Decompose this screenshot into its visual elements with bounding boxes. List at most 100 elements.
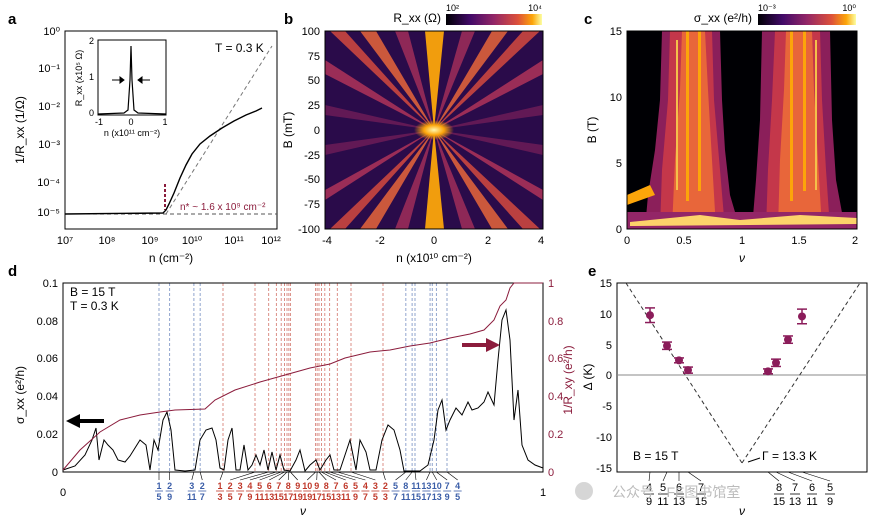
d-fraction-leader bbox=[249, 471, 277, 481]
a-ytick-2: 10⁻² bbox=[38, 101, 60, 113]
d-fraction-num: 3 bbox=[238, 481, 243, 491]
e-datapoint bbox=[798, 312, 806, 321]
d-fraction-num: 5 bbox=[393, 481, 398, 491]
e-fraction-leader bbox=[775, 471, 796, 482]
d-fraction-num: 7 bbox=[276, 481, 281, 491]
d-fraction-num: 8 bbox=[403, 481, 408, 491]
c-xtick-3: 1.5 bbox=[791, 235, 806, 247]
d-fraction-num: 2 bbox=[228, 481, 233, 491]
d-fraction-leader bbox=[230, 471, 256, 481]
d-fraction-num: 4 bbox=[455, 481, 460, 491]
d-fraction-leader bbox=[431, 471, 437, 481]
d-fraction-num: 2 bbox=[167, 481, 172, 491]
a-nstar-annotation: n* ~ 1.6 x 10⁹ cm⁻² bbox=[180, 202, 266, 213]
e-fraction-num: 7 bbox=[792, 482, 798, 494]
e-fraction-leader bbox=[687, 471, 702, 482]
panel-b: 100 75 50 25 0 -25 -50 -75 -100 -4 -2 0 … bbox=[281, 3, 544, 265]
d-ytick-left-5: 0 bbox=[52, 467, 58, 479]
d-yticks-left: 0.1 0.08 0.06 0.04 0.02 0 bbox=[37, 278, 58, 479]
d-fraction-den: 9 bbox=[445, 492, 450, 502]
panel-a-frame bbox=[64, 30, 278, 230]
a-ytick-3: 10⁻³ bbox=[38, 139, 60, 151]
d-arrow-left-head bbox=[66, 414, 80, 428]
b-xtick-3: 2 bbox=[485, 235, 491, 247]
d-fraction-den: 11 bbox=[341, 492, 351, 502]
d-field: B = 15 T bbox=[70, 285, 116, 299]
b-xtick-2: 0 bbox=[431, 235, 437, 247]
d-fraction-den: 5 bbox=[455, 492, 460, 502]
watermark: 公众号 · FE图书馆室 bbox=[575, 482, 740, 500]
d-fraction-num: 5 bbox=[353, 481, 358, 491]
a-inset-ytick-0: 0 bbox=[89, 108, 94, 118]
d-fraction-leader bbox=[337, 471, 366, 481]
c-heatmap-bands bbox=[627, 31, 857, 229]
a-inset-xtick-2: 1 bbox=[162, 117, 167, 127]
a-ytick-4: 10⁻⁴ bbox=[37, 177, 60, 189]
d-fraction-num: 9 bbox=[295, 481, 300, 491]
d-fraction-num: 5 bbox=[257, 481, 262, 491]
b-xtick-0: -4 bbox=[322, 235, 332, 247]
panel-a-yticks: 10⁰ 10⁻¹ 10⁻² 10⁻³ 10⁻⁴ 10⁻⁵ bbox=[37, 26, 60, 219]
d-fraction-den: 13 bbox=[264, 492, 274, 502]
e-ytick-1: 10 bbox=[600, 309, 612, 321]
a-temperature: T = 0.3 K bbox=[215, 41, 264, 55]
d-fraction-den: 17 bbox=[421, 492, 431, 502]
d-fraction-den: 11 bbox=[401, 492, 411, 502]
d-fraction-den: 9 bbox=[247, 492, 252, 502]
d-xtick-min: 0 bbox=[60, 487, 66, 499]
c-colorbar-label: σ_xx (e²/h) bbox=[694, 11, 752, 25]
d-ytick-left-3: 0.04 bbox=[37, 391, 58, 403]
d-fraction-leader bbox=[191, 471, 195, 481]
d-xlabel: ν bbox=[300, 504, 306, 518]
d-fraction-num: 4 bbox=[247, 481, 252, 491]
d-ytick-left-1: 0.08 bbox=[37, 316, 58, 328]
d-fraction-num: 2 bbox=[383, 481, 388, 491]
a-xtick-1: 10⁸ bbox=[99, 235, 116, 247]
d-fraction-leader bbox=[287, 471, 290, 481]
e-datapoint bbox=[772, 358, 780, 367]
d-fraction-den: 3 bbox=[383, 492, 388, 502]
d-fraction-leader bbox=[324, 471, 346, 481]
e-field: B = 15 T bbox=[633, 449, 679, 463]
d-ytick-left-4: 0.02 bbox=[37, 429, 58, 441]
d-fraction-den: 19 bbox=[293, 492, 303, 502]
d-ytick-right-0: 1 bbox=[548, 278, 554, 290]
d-fraction-num: 8 bbox=[324, 481, 329, 491]
e-fraction-den: 15 bbox=[773, 496, 785, 508]
b-ytick-2: 50 bbox=[308, 75, 320, 87]
d-fraction-den: 15 bbox=[321, 492, 331, 502]
panel-label-a: a bbox=[8, 11, 17, 28]
d-fraction-leader bbox=[321, 471, 337, 481]
a-ytick-1: 10⁻¹ bbox=[38, 63, 60, 75]
d-fraction-den: 11 bbox=[187, 492, 197, 502]
e-datapoint bbox=[684, 366, 692, 375]
c-xtick-2: 1 bbox=[739, 235, 745, 247]
c-frame bbox=[626, 30, 858, 230]
e-frame bbox=[616, 282, 868, 473]
c-xticks: 0 0.5 1 1.5 2 bbox=[624, 235, 858, 247]
c-xtick-1: 0.5 bbox=[676, 235, 691, 247]
d-fraction-den: 7 bbox=[200, 492, 205, 502]
a-inset-xtick-1: 0 bbox=[128, 117, 133, 127]
e-fraction-leader bbox=[662, 471, 668, 482]
e-gamma: Γ = 13.3 K bbox=[762, 449, 817, 463]
e-datapoint bbox=[784, 335, 792, 344]
e-fraction-den: 13 bbox=[789, 496, 801, 508]
e-datapoints bbox=[645, 307, 807, 376]
a-ytick-5: 10⁻⁵ bbox=[37, 207, 60, 219]
d-fraction-num: 4 bbox=[363, 481, 368, 491]
panel-c: 15 10 5 0 0 0.5 1 1.5 2 ν B (T) σ_xx (e²… bbox=[585, 3, 858, 265]
e-fraction-num: 5 bbox=[827, 482, 833, 494]
d-fraction-leader bbox=[318, 471, 327, 481]
e-datapoint bbox=[764, 367, 772, 376]
d-fraction-num: 2 bbox=[200, 481, 205, 491]
d-fraction-leader bbox=[414, 471, 417, 481]
b-frame bbox=[324, 30, 544, 230]
d-fraction-leader bbox=[290, 471, 298, 481]
d-fraction-num: 1 bbox=[156, 481, 161, 491]
d-fraction-den: 15 bbox=[274, 492, 284, 502]
e-gamma-arrow bbox=[747, 457, 761, 463]
d-fraction-leader bbox=[199, 471, 203, 481]
d-fraction-den: 7 bbox=[393, 492, 398, 502]
